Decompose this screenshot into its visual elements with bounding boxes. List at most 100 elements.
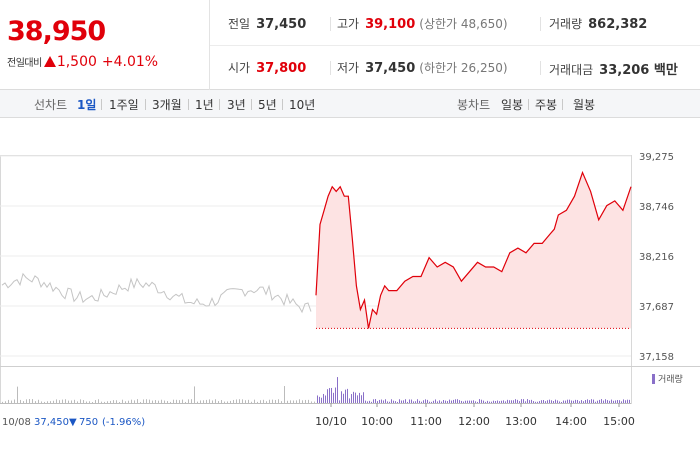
period-5year-tab[interactable]: 5년 xyxy=(258,98,277,112)
volume-bar xyxy=(257,401,258,403)
volume-bar xyxy=(363,392,364,403)
period-1year-tab[interactable]: 1년 xyxy=(195,98,214,112)
price-change-row: 전일대비 1,500 +4.01% xyxy=(7,54,158,70)
volume-bar xyxy=(547,400,548,403)
volume-bar xyxy=(134,400,135,403)
volume-bar xyxy=(38,399,39,403)
y-axis-ticks: 39,275 38,746 38,216 37,687 37,158 xyxy=(639,152,674,363)
y-tick-label: 37,687 xyxy=(639,302,674,313)
volume-bar xyxy=(463,401,464,403)
period-1day-tab[interactable]: 1일 xyxy=(77,98,97,112)
x-tick-label: 10/10 xyxy=(315,415,347,428)
intraday-price-chart[interactable]: 39,275 38,746 38,216 37,687 37,158 10/10 10:0… xyxy=(0,118,700,450)
volume-bar xyxy=(239,399,240,403)
volume-bar xyxy=(625,400,626,403)
period-3year-tab[interactable]: 3년 xyxy=(227,98,246,112)
volume-bar xyxy=(339,400,340,403)
volume-legend-swatch xyxy=(652,374,655,384)
price-line xyxy=(315,170,632,329)
prev-day-info: 10/08 37,450 ▼ 750 (-1.96%) xyxy=(2,417,145,428)
prev-day-date: 10/08 xyxy=(2,417,31,428)
volume-bar xyxy=(409,399,410,403)
volume-bar xyxy=(551,400,552,403)
volume-bar xyxy=(559,401,560,403)
period-3month-tab[interactable]: 3개월 xyxy=(152,98,182,112)
volume-bar xyxy=(357,395,358,403)
volume-bar xyxy=(517,399,518,403)
volume-bar xyxy=(341,391,342,403)
volume-bar xyxy=(371,401,372,403)
volume-bar xyxy=(77,401,78,403)
period-10year-tab[interactable]: 10년 xyxy=(289,98,316,112)
volume-bar xyxy=(56,399,57,403)
volume-bar xyxy=(479,399,480,403)
volume-bar xyxy=(131,399,132,403)
amount-stat: 거래대금 33,206 백만 xyxy=(549,59,678,78)
volume-bar xyxy=(377,401,378,403)
candle-weekly-tab[interactable]: 주봉 xyxy=(535,98,558,112)
low-stat: 저가 37,450 (하한가 26,250) xyxy=(337,59,508,76)
candle-monthly-tab[interactable]: 월봉 xyxy=(573,98,596,112)
volume-bar xyxy=(23,401,24,403)
volume-bar xyxy=(333,392,334,403)
prev-close-value: 37,450 xyxy=(256,17,307,32)
volume-bar xyxy=(387,401,388,403)
volume-bar xyxy=(290,400,291,403)
volume-bar xyxy=(571,400,572,403)
volume-bar xyxy=(385,399,386,403)
volume-bars xyxy=(2,377,630,403)
volume-bar xyxy=(441,401,442,403)
volume-bar xyxy=(473,400,474,403)
divider xyxy=(330,61,331,75)
volume-bar xyxy=(515,399,516,403)
volume-bar xyxy=(89,401,90,403)
volume-bar xyxy=(395,401,396,403)
volume-bar xyxy=(128,400,129,403)
volume-bar xyxy=(599,399,600,403)
volume-bar xyxy=(407,401,408,403)
volume-bar xyxy=(337,377,338,403)
volume-bar xyxy=(343,393,344,403)
volume-bar xyxy=(561,401,562,403)
volume-bar xyxy=(296,400,297,403)
volume-bar xyxy=(164,400,165,403)
volume-bar xyxy=(137,399,138,403)
divider xyxy=(540,61,541,75)
volume-bar xyxy=(254,399,255,403)
volume-bar xyxy=(465,400,466,403)
x-tick-label: 10:00 xyxy=(361,415,393,428)
volume-bar xyxy=(619,400,620,403)
volume-bar xyxy=(185,401,186,403)
volume-bar xyxy=(359,392,360,403)
volume-bar xyxy=(405,399,406,403)
volume-bar xyxy=(555,399,556,403)
volume-bar xyxy=(347,388,348,403)
volume-bar xyxy=(35,401,36,403)
volume-bar xyxy=(92,401,93,403)
price-area xyxy=(316,172,631,329)
volume-bar xyxy=(391,399,392,403)
x-tick-label: 11:00 xyxy=(410,415,442,428)
volume-bar xyxy=(375,399,376,403)
divider xyxy=(251,99,252,110)
volume-bar xyxy=(521,399,522,403)
volume-bar xyxy=(353,391,354,403)
volume-bar xyxy=(615,400,616,403)
volume-bar xyxy=(329,388,330,403)
volume-bar xyxy=(433,400,434,403)
period-1week-tab[interactable]: 1주일 xyxy=(109,98,139,112)
volume-bar xyxy=(116,400,117,403)
volume-bar xyxy=(176,399,177,403)
volume-bar xyxy=(447,401,448,403)
prev-day-line xyxy=(1,272,312,314)
volume-bar xyxy=(275,399,276,403)
divider xyxy=(145,99,146,110)
volume-bar xyxy=(543,400,544,403)
volume-bar xyxy=(215,399,216,403)
volume-bar xyxy=(191,399,192,403)
volume-bar xyxy=(11,400,12,403)
volume-bar xyxy=(503,400,504,403)
candle-daily-tab[interactable]: 일봉 xyxy=(501,98,524,112)
up-triangle-icon xyxy=(43,56,56,67)
volume-bar xyxy=(583,401,584,403)
